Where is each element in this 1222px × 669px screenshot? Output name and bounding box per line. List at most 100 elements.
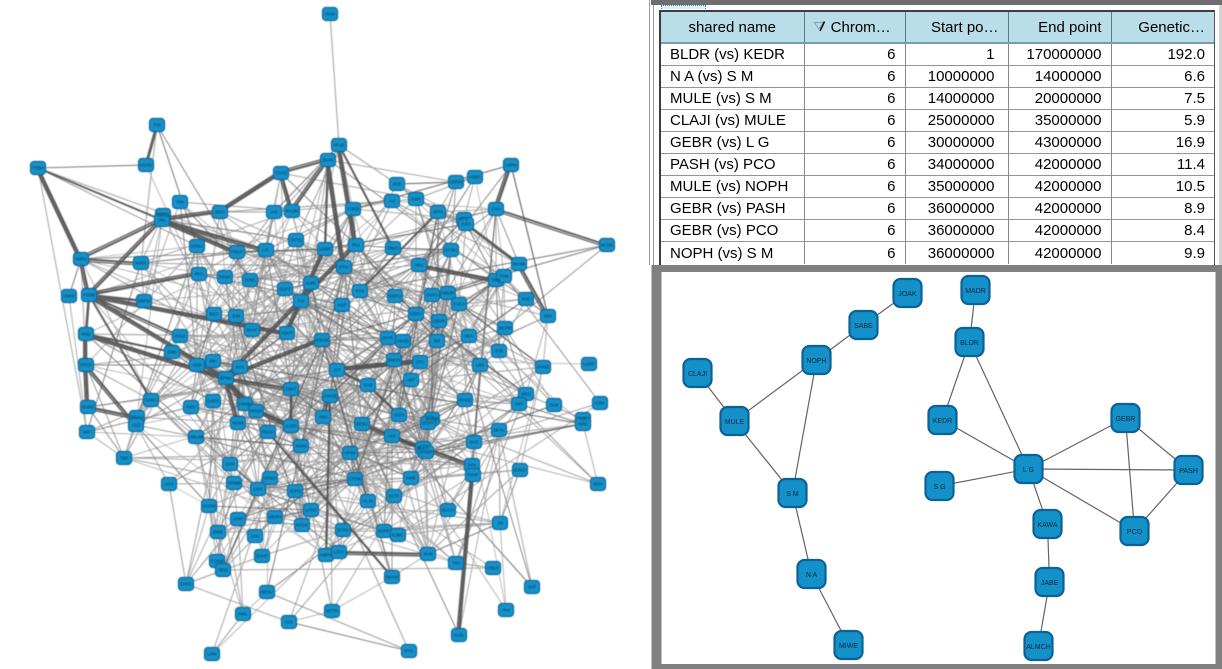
svg-text:S G: S G: [933, 484, 945, 491]
svg-text:LWRN: LWRN: [505, 163, 517, 168]
svg-text:NWGL: NWGL: [157, 213, 170, 218]
svg-text:IMH: IMH: [209, 359, 217, 364]
svg-text:DEWJ: DEWJ: [356, 422, 368, 427]
svg-text:KIAI: KIAI: [468, 463, 476, 468]
svg-text:WIAP: WIAP: [247, 328, 258, 333]
svg-text:WHGR: WHGR: [425, 417, 438, 422]
svg-text:KMPU: KMPU: [389, 294, 401, 299]
svg-text:NUHT: NUHT: [417, 446, 429, 451]
svg-text:PJI: PJI: [298, 299, 304, 304]
svg-text:KEDR: KEDR: [933, 418, 952, 425]
svg-text:L G: L G: [1023, 467, 1034, 474]
svg-text:JONC: JONC: [244, 278, 255, 283]
svg-text:PKO: PKO: [195, 272, 205, 277]
svg-text:DEMU: DEMU: [264, 476, 276, 481]
svg-text:BGC: BGC: [209, 312, 218, 317]
svg-text:TDK: TDK: [176, 200, 185, 205]
svg-text:JAT: JAT: [333, 368, 341, 373]
svg-text:JBDA: JBDA: [593, 482, 604, 487]
svg-text:MIF: MIF: [83, 430, 91, 435]
svg-text:NKK: NKK: [236, 365, 245, 370]
svg-text:LCFK: LCFK: [334, 550, 345, 555]
svg-text:LIWI: LIWI: [476, 363, 485, 368]
svg-text:CTOW: CTOW: [349, 477, 362, 482]
svg-text:CLAJI: CLAJI: [688, 371, 707, 378]
svg-text:DDG: DDG: [215, 210, 224, 215]
svg-text:GUFE: GUFE: [279, 287, 291, 292]
svg-text:HIAH: HIAH: [325, 12, 335, 17]
svg-text:ISBR: ISBR: [411, 197, 421, 202]
svg-text:EBPW: EBPW: [138, 299, 150, 304]
svg-text:SUN: SUN: [424, 552, 433, 557]
svg-text:FPHF: FPHF: [468, 473, 479, 478]
svg-text:URPW: URPW: [450, 180, 463, 185]
svg-text:MADR: MADR: [965, 288, 986, 295]
svg-text:ASG: ASG: [579, 417, 588, 422]
svg-text:UUIS: UUIS: [394, 413, 404, 418]
svg-text:WTKR: WTKR: [420, 450, 432, 455]
svg-text:RTCE: RTCE: [80, 363, 92, 368]
svg-text:MKO: MKO: [521, 392, 531, 397]
svg-text:MRSR: MRSR: [250, 409, 262, 414]
svg-text:BJMO: BJMO: [514, 468, 526, 473]
svg-text:BPNU: BPNU: [220, 376, 232, 381]
svg-text:UJBA: UJBA: [595, 401, 606, 406]
svg-text:DBUR: DBUR: [433, 319, 445, 324]
svg-text:ULD: ULD: [132, 423, 140, 428]
svg-text:DHHF: DHHF: [256, 554, 268, 559]
svg-text:FKRJ: FKRJ: [427, 293, 437, 298]
svg-text:KGHG: KGHG: [140, 163, 152, 168]
svg-text:TGAO: TGAO: [275, 171, 288, 176]
svg-text:NSD: NSD: [82, 332, 91, 337]
svg-text:NEK: NEK: [544, 314, 553, 319]
svg-text:KGUI: KGUI: [175, 334, 185, 339]
svg-text:ORMB: ORMB: [228, 481, 241, 486]
svg-text:PSN: PSN: [500, 274, 509, 279]
svg-text:LKE: LKE: [388, 434, 396, 439]
svg-text:CBLR: CBLR: [487, 566, 498, 571]
svg-text:MCDG: MCDG: [601, 243, 614, 248]
svg-text:EMB: EMB: [167, 350, 176, 355]
svg-text:WAEE: WAEE: [459, 398, 471, 403]
svg-text:GURF: GURF: [378, 529, 390, 534]
svg-text:SABE: SABE: [854, 323, 873, 330]
svg-text:UDBP: UDBP: [319, 247, 331, 252]
svg-text:JWT: JWT: [515, 402, 524, 407]
svg-text:JOAK: JOAK: [898, 291, 917, 298]
svg-text:CWCB: CWCB: [324, 394, 337, 399]
svg-text:HNMD: HNMD: [239, 402, 252, 407]
svg-text:SGE: SGE: [393, 182, 402, 187]
svg-text:JSI: JSI: [497, 521, 503, 526]
svg-text:ETIU: ETIU: [339, 265, 349, 270]
svg-text:UKL: UKL: [158, 218, 167, 223]
svg-text:AJI: AJI: [389, 199, 395, 204]
svg-text:LWS: LWS: [254, 487, 263, 492]
svg-text:KMUM: KMUM: [316, 338, 329, 343]
svg-text:NKKW: NKKW: [386, 575, 399, 580]
svg-text:IRTS: IRTS: [433, 210, 443, 215]
svg-text:TRBH: TRBH: [32, 166, 43, 171]
svg-text:SDKT: SDKT: [285, 387, 297, 392]
svg-text:HWUM: HWUM: [189, 435, 203, 440]
svg-text:JHM: JHM: [232, 314, 241, 319]
svg-text:KFO: KFO: [460, 217, 469, 222]
svg-text:KDB: KDB: [193, 363, 202, 368]
svg-text:RSE: RSE: [522, 297, 531, 302]
svg-text:CHHC: CHHC: [180, 582, 192, 587]
svg-text:WDRH: WDRH: [268, 515, 281, 520]
svg-text:NOIN: NOIN: [296, 444, 306, 449]
svg-text:RATF: RATF: [383, 336, 394, 341]
svg-text:AKOD: AKOD: [397, 339, 409, 344]
svg-text:GEBR: GEBR: [1116, 416, 1136, 423]
svg-text:NACH: NACH: [296, 523, 308, 528]
svg-text:NBUR: NBUR: [442, 291, 454, 296]
svg-text:NOPH: NOPH: [806, 358, 826, 365]
svg-text:KRSU: KRSU: [191, 244, 203, 249]
svg-text:RAUM: RAUM: [286, 209, 299, 214]
svg-text:N A: N A: [806, 572, 818, 579]
svg-text:WLPM: WLPM: [499, 326, 512, 331]
svg-text:LFKD: LFKD: [306, 508, 317, 513]
svg-text:BWB: BWB: [213, 530, 223, 535]
svg-text:GLW: GLW: [549, 403, 558, 408]
svg-text:ARH: ARH: [319, 415, 328, 420]
